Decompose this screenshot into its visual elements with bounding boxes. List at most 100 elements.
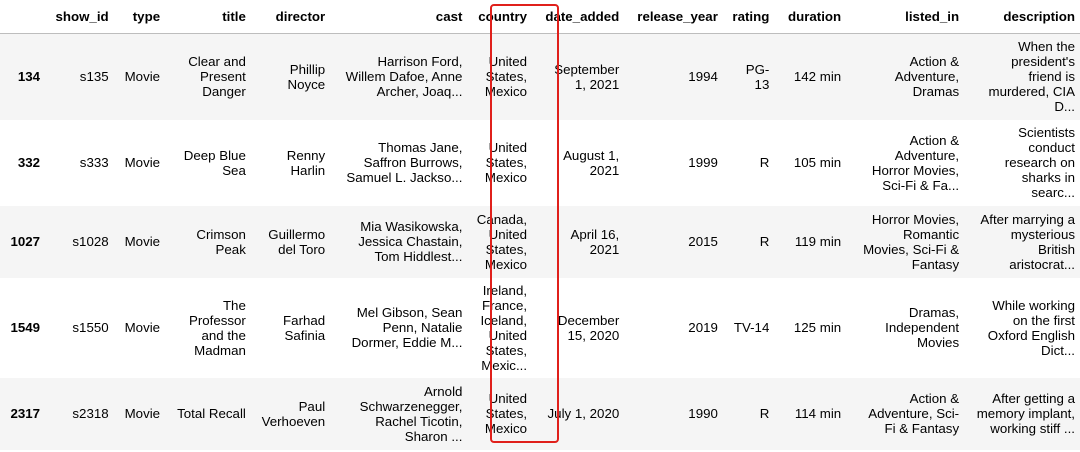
cell-show-id: s1028 xyxy=(72,234,109,249)
cell-type: Movie xyxy=(124,155,161,170)
table-row: 332 s333 Movie Deep Blue Sea Renny Harlin Thoma… xyxy=(0,120,1080,206)
cell-line: Tom Hiddlest... xyxy=(374,249,463,264)
cell-line: Danger xyxy=(202,84,246,100)
cell-line: Archer, Joaq... xyxy=(376,84,463,100)
cell-line: Ireland, xyxy=(482,282,528,298)
cell-show-id: s2318 xyxy=(72,406,109,421)
cell-line: Horror Movies, xyxy=(871,162,960,178)
cell-line: Mexic... xyxy=(481,357,528,373)
header-country: country xyxy=(467,0,533,34)
cell-index: 2317 xyxy=(10,406,41,421)
cell-line: Dramas xyxy=(912,84,960,100)
cell-rating: R xyxy=(723,206,774,278)
cell-line: British xyxy=(1038,241,1075,257)
cell-line: Saffron Burrows, xyxy=(363,155,463,170)
cell-line: United xyxy=(488,54,528,70)
cell-listed-in: Horror Movies, Romantic Movies, Sci-Fi & Fa… xyxy=(846,206,964,278)
cell-line: PG- xyxy=(745,61,770,77)
cell-line: D... xyxy=(1054,99,1075,115)
cell-line: president's xyxy=(1011,54,1075,70)
cell-line: Crimson xyxy=(196,226,246,242)
cell-line: Samuel L. Jackso... xyxy=(346,170,463,185)
cell-line: August 1, xyxy=(563,147,620,163)
table-row: 1549 s1550 Movie The Professor and the Madman F… xyxy=(0,278,1080,378)
cell-duration: 119 min xyxy=(794,234,842,249)
cell-line: Fi & Fantasy xyxy=(884,421,960,436)
cell-line: Verhoeven xyxy=(261,413,326,429)
cell-line: sharks in xyxy=(1021,170,1075,185)
cell-rating: R xyxy=(723,120,774,206)
cell-line: United xyxy=(488,391,528,406)
cell-line: When the xyxy=(1018,39,1075,55)
cell-line: searc... xyxy=(1031,185,1075,200)
cell-type: Movie xyxy=(124,69,161,85)
cell-line: Mel Gibson, Sean xyxy=(356,305,463,320)
cell-line: Jessica Chastain, xyxy=(358,234,463,249)
cell-line: Total Recall xyxy=(177,406,246,421)
cell-line: Farhad xyxy=(283,312,326,328)
cell-line: R xyxy=(759,406,770,421)
cell-description: While working on the first Oxford English D… xyxy=(964,278,1080,378)
cell-description: After getting a memory implant, working st… xyxy=(964,378,1080,450)
cell-listed-in: Dramas, Independent Movies xyxy=(846,278,964,378)
cell-show-id: s1550 xyxy=(72,320,109,335)
cell-description: Scientists conduct research on sharks in sea… xyxy=(964,120,1080,206)
cell-index: 1027 xyxy=(10,234,41,249)
cell-line: Mexico xyxy=(484,421,528,436)
cell-country: United States, Mexico xyxy=(467,120,532,206)
cell-line: 2021 xyxy=(589,162,620,178)
cell-rating: PG- 13 xyxy=(723,34,774,120)
cell-date-added: July 1, 2020 xyxy=(532,378,624,450)
cell-line: Adventure, Sci- xyxy=(868,406,960,421)
cell-line: Movies xyxy=(916,335,960,350)
cell-line: murdered, CIA xyxy=(988,84,1075,100)
cell-release-year: 1999 xyxy=(688,155,718,170)
header-description: description xyxy=(964,0,1080,34)
cell-line: States, xyxy=(485,69,528,85)
cell-line: Action & xyxy=(909,391,960,406)
cell-line: Noyce xyxy=(287,76,326,92)
cell-line: Iceland, xyxy=(480,312,528,328)
cell-line: Action & xyxy=(909,132,960,148)
header-show-id: show_id xyxy=(45,0,114,34)
cell-cast: Arnold Schwarzenegger, Rachel Ticotin, Shar… xyxy=(330,378,467,450)
cell-listed-in: Action & Adventure, Dramas xyxy=(846,34,964,120)
cell-line: Guillermo xyxy=(268,226,326,242)
cell-line: Adventure, xyxy=(894,147,960,163)
cell-date-added: September 1, 2021 xyxy=(532,34,624,120)
cell-duration: 105 min xyxy=(793,155,842,170)
cell-director: Phillip Noyce xyxy=(251,34,330,120)
cell-show-id: s333 xyxy=(79,155,109,170)
cell-line: Phillip xyxy=(289,61,326,77)
cell-director: Farhad Safinia xyxy=(251,278,330,378)
cell-line: United xyxy=(488,140,528,155)
cell-line: Sea xyxy=(222,162,246,178)
cell-line: conduct xyxy=(1028,140,1075,155)
header-title: title xyxy=(165,0,251,34)
cell-line: December xyxy=(557,312,620,328)
header-cast: cast xyxy=(330,0,468,34)
cell-line: on the first xyxy=(1012,312,1075,328)
cell-line: United xyxy=(488,226,528,242)
cell-line: Mexico xyxy=(484,170,528,185)
cell-title: Clear and Present Danger xyxy=(165,34,251,120)
cell-line: States, xyxy=(485,155,528,170)
cell-line: friend is xyxy=(1028,69,1075,85)
cell-line: Harlin xyxy=(290,162,326,178)
cell-type: Movie xyxy=(124,406,161,421)
cell-release-year: 2019 xyxy=(688,320,718,335)
cell-line: 13 xyxy=(754,76,770,92)
cell-title: Crimson Peak xyxy=(165,206,251,278)
cell-line: After getting a xyxy=(992,391,1075,406)
cell-line: research on xyxy=(1004,155,1075,170)
cell-line: 1, 2021 xyxy=(574,76,620,92)
cell-line: Dict... xyxy=(1041,342,1075,358)
cell-line: Penn, Natalie xyxy=(382,320,463,335)
cell-line: Harrison Ford, xyxy=(377,54,463,70)
header-director: director xyxy=(250,0,331,34)
cell-line: Madman xyxy=(194,342,246,358)
cell-line: Fantasy xyxy=(911,256,960,272)
cell-line: working stiff ... xyxy=(990,421,1075,436)
cell-line: Horror Movies, xyxy=(871,211,960,227)
